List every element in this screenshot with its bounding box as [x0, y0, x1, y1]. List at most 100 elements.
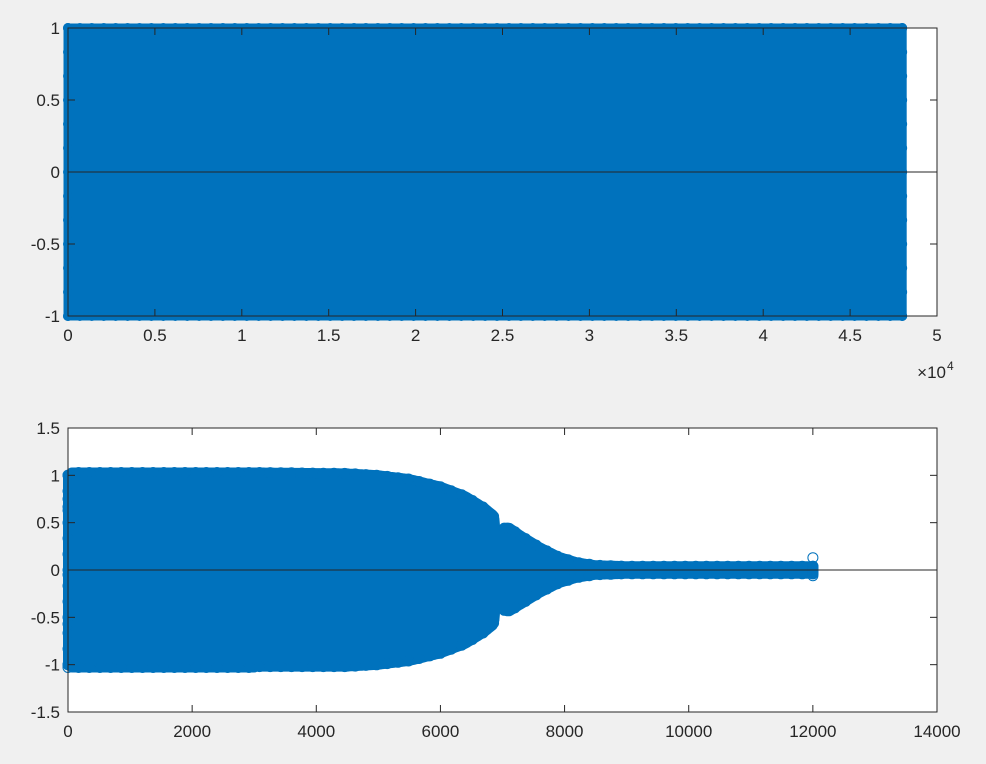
data-point: [754, 560, 766, 572]
data-point: [83, 662, 95, 673]
data-point: [211, 662, 223, 673]
data-point: [732, 568, 744, 580]
data-point: [158, 662, 170, 673]
y-tick-label: 1: [51, 466, 60, 485]
data-point: [94, 662, 106, 673]
data-point: [541, 545, 553, 557]
data-point: [232, 467, 244, 478]
data-point: [360, 469, 372, 481]
bottom-axes: 0 2000 4000 6000 8000 10000 12000 14000 -1.5 -1 -0…: [31, 419, 961, 741]
data-point: [275, 661, 287, 673]
data-point: [775, 568, 787, 580]
bottom-ticks: [67, 427, 938, 713]
data-point: [897, 287, 908, 297]
data-point: [626, 560, 638, 572]
x-exponent-power: 4: [947, 359, 954, 373]
data-point: [509, 526, 521, 538]
data-point: [605, 560, 617, 572]
data-point: [743, 560, 755, 572]
data-point: [371, 659, 383, 671]
y-tick-label: 1.5: [36, 419, 60, 438]
data-point: [307, 467, 319, 479]
y-tick-label: -1: [45, 307, 60, 326]
data-point: [488, 510, 500, 522]
data-point: [754, 568, 766, 580]
x-tick-label: 14000: [913, 722, 960, 741]
x-tick-label: 1.5: [317, 326, 341, 345]
data-point: [190, 467, 202, 478]
y-tick-label: -0.5: [31, 608, 60, 627]
x-tick-label: 4.5: [838, 326, 862, 345]
x-tick-label: 5: [932, 326, 941, 345]
x-tick-label: 1: [237, 326, 246, 345]
data-point: [349, 468, 361, 480]
data-point: [509, 602, 521, 614]
data-point: [897, 263, 908, 273]
data-point: [897, 191, 908, 201]
data-point: [73, 662, 85, 673]
data-point: [552, 550, 563, 562]
data-point: [897, 215, 908, 225]
data-point: [764, 568, 776, 580]
data-point: [392, 656, 404, 668]
x-tick-label: 2.5: [491, 326, 515, 345]
data-point: [466, 495, 478, 506]
x-exponent-label: ×10: [917, 363, 946, 382]
data-point: [264, 467, 276, 479]
data-point: [222, 467, 234, 478]
data-point: [711, 560, 723, 572]
data-point: [105, 662, 117, 673]
data-point: [254, 467, 265, 478]
data-point: [690, 568, 702, 580]
x-tick-label: 3: [585, 326, 594, 345]
data-point: [456, 489, 468, 501]
data-point: [897, 143, 908, 153]
data-point: [445, 643, 457, 655]
data-point: [232, 662, 244, 673]
x-tick-label: 0: [63, 722, 72, 741]
data-point: [658, 568, 670, 580]
x-tick-label: 0: [63, 326, 72, 345]
data-point: [722, 568, 734, 580]
data-point: [115, 662, 127, 673]
y-tick-label: -1.5: [31, 703, 60, 722]
data-point: [573, 557, 585, 569]
x-tick-label: 6000: [422, 722, 460, 741]
data-point: [317, 467, 329, 479]
x-tick-label: 4000: [297, 722, 335, 741]
data-point: [573, 571, 585, 583]
data-point: [424, 478, 436, 490]
data-point: [498, 604, 510, 616]
data-point: [286, 661, 297, 673]
data-point: [275, 467, 287, 479]
data-point: [445, 485, 457, 497]
data-point: [897, 71, 908, 81]
data-point: [897, 239, 908, 249]
data-point: [530, 539, 542, 551]
data-point: [403, 655, 414, 667]
data-point: [796, 568, 808, 580]
data-point: [264, 661, 276, 673]
data-point: [679, 560, 691, 572]
data-point: [775, 560, 787, 572]
data-point: [541, 583, 553, 595]
y-tick-label: 0: [51, 561, 60, 580]
data-point: [658, 560, 670, 572]
data-point: [137, 467, 148, 478]
data-point: [413, 476, 425, 487]
data-point: [137, 662, 148, 673]
data-point: [179, 467, 191, 478]
data-point: [711, 568, 723, 580]
x-tick-label: 4: [758, 326, 767, 345]
outlier-point: [807, 552, 819, 564]
data-point: [403, 473, 414, 485]
data-point: [690, 560, 702, 572]
bottom-tick-labels: 0 2000 4000 6000 8000 10000 12000 14000 -1.5 -1 -0…: [31, 419, 961, 741]
data-point: [200, 467, 212, 478]
data-point: [647, 568, 659, 580]
data-point: [200, 662, 212, 673]
data-point: [637, 568, 649, 580]
y-tick-label: -0.5: [31, 235, 60, 254]
data-point: [434, 481, 446, 493]
data-point: [158, 467, 170, 478]
